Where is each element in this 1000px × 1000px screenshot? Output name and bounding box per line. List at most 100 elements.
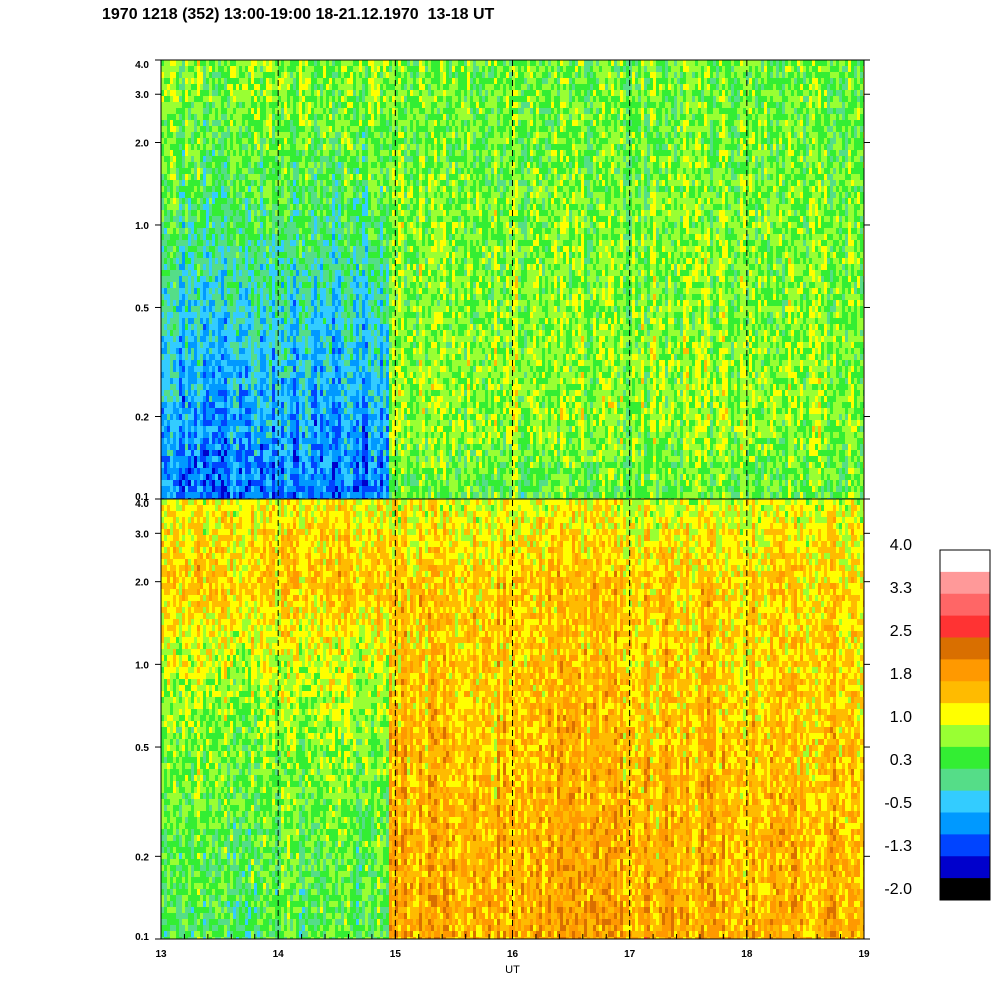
heatmap-cell bbox=[287, 168, 290, 174]
heatmap-cell bbox=[230, 126, 233, 132]
heatmap-cell bbox=[281, 294, 284, 300]
heatmap-cell bbox=[353, 66, 356, 72]
heatmap-cell bbox=[353, 300, 356, 306]
heatmap-cell bbox=[308, 240, 311, 246]
heatmap-cell bbox=[167, 126, 170, 132]
heatmap-cell bbox=[302, 378, 305, 384]
heatmap-cell bbox=[329, 168, 332, 174]
heatmap-cell bbox=[311, 372, 314, 378]
heatmap-cell bbox=[266, 330, 269, 336]
heatmap-cell bbox=[236, 144, 239, 150]
heatmap-cell bbox=[308, 372, 311, 378]
heatmap-cell bbox=[167, 210, 170, 216]
heatmap-cell bbox=[272, 228, 275, 234]
heatmap-cell bbox=[281, 174, 284, 180]
heatmap-cell bbox=[317, 132, 320, 138]
heatmap-cell bbox=[293, 384, 296, 390]
heatmap-cell bbox=[269, 228, 272, 234]
heatmap-cell bbox=[239, 294, 242, 300]
heatmap-cell bbox=[179, 132, 182, 138]
heatmap-cell bbox=[230, 192, 233, 198]
heatmap-cell bbox=[266, 216, 269, 222]
heatmap-cell bbox=[308, 246, 311, 252]
heatmap-cell bbox=[275, 402, 278, 408]
heatmap-cell bbox=[347, 216, 350, 222]
heatmap-cell bbox=[203, 438, 206, 444]
heatmap-cell bbox=[203, 180, 206, 186]
heatmap-cell bbox=[239, 192, 242, 198]
heatmap-cell bbox=[227, 216, 230, 222]
heatmap-cell bbox=[296, 210, 299, 216]
heatmap-cell bbox=[173, 432, 176, 438]
heatmap-cell bbox=[287, 264, 290, 270]
heatmap-cell bbox=[209, 234, 212, 240]
heatmap-cell bbox=[200, 294, 203, 300]
heatmap-cell bbox=[197, 126, 200, 132]
heatmap-cell bbox=[206, 72, 209, 78]
heatmap-cell bbox=[317, 336, 320, 342]
heatmap-cell bbox=[350, 282, 353, 288]
heatmap-cell bbox=[188, 150, 191, 156]
heatmap-cell bbox=[212, 480, 215, 486]
heatmap-cell bbox=[353, 450, 356, 456]
heatmap-cell bbox=[224, 288, 227, 294]
heatmap-cell bbox=[170, 144, 173, 150]
heatmap-cell bbox=[206, 144, 209, 150]
heatmap-cell bbox=[191, 228, 194, 234]
heatmap-cell bbox=[242, 444, 245, 450]
heatmap-cell bbox=[227, 426, 230, 432]
heatmap-cell bbox=[356, 414, 359, 420]
heatmap-cell bbox=[191, 456, 194, 462]
heatmap-cell bbox=[218, 90, 221, 96]
heatmap-cell bbox=[194, 408, 197, 414]
heatmap-cell bbox=[350, 114, 353, 120]
heatmap-cell bbox=[245, 354, 248, 360]
heatmap-cell bbox=[326, 234, 329, 240]
heatmap-cell bbox=[191, 156, 194, 162]
heatmap-cell bbox=[257, 156, 260, 162]
heatmap-cell bbox=[254, 270, 257, 276]
heatmap-cell bbox=[356, 360, 359, 366]
heatmap-cell bbox=[203, 426, 206, 432]
heatmap-cell bbox=[251, 132, 254, 138]
heatmap-cell bbox=[293, 198, 296, 204]
heatmap-cell bbox=[179, 126, 182, 132]
heatmap-cell bbox=[296, 84, 299, 90]
heatmap-cell bbox=[356, 102, 359, 108]
heatmap-cell bbox=[353, 276, 356, 282]
heatmap-cell bbox=[311, 198, 314, 204]
heatmap-cell bbox=[338, 432, 341, 438]
heatmap-cell bbox=[251, 240, 254, 246]
heatmap-cell bbox=[269, 120, 272, 126]
heatmap-cell bbox=[269, 264, 272, 270]
heatmap-cell bbox=[191, 180, 194, 186]
heatmap-cell bbox=[284, 198, 287, 204]
heatmap-cell bbox=[296, 456, 299, 462]
heatmap-cell bbox=[269, 126, 272, 132]
heatmap-cell bbox=[359, 384, 362, 390]
heatmap-cell bbox=[254, 294, 257, 300]
heatmap-cell bbox=[206, 438, 209, 444]
heatmap-cell bbox=[179, 204, 182, 210]
heatmap-cell bbox=[245, 162, 248, 168]
heatmap-cell bbox=[233, 138, 236, 144]
heatmap-cell bbox=[182, 432, 185, 438]
heatmap-cell bbox=[353, 156, 356, 162]
heatmap-cell bbox=[239, 390, 242, 396]
heatmap-cell bbox=[287, 396, 290, 402]
heatmap-cell bbox=[173, 276, 176, 282]
heatmap-cell bbox=[173, 240, 176, 246]
heatmap-cell bbox=[275, 102, 278, 108]
heatmap-cell bbox=[167, 420, 170, 426]
heatmap-cell bbox=[167, 480, 170, 486]
heatmap-cell bbox=[299, 150, 302, 156]
heatmap-cell bbox=[182, 348, 185, 354]
heatmap-cell bbox=[254, 336, 257, 342]
heatmap-cell bbox=[227, 414, 230, 420]
heatmap-cell bbox=[299, 456, 302, 462]
heatmap-cell bbox=[266, 390, 269, 396]
heatmap-cell bbox=[215, 474, 218, 480]
heatmap-cell bbox=[239, 210, 242, 216]
heatmap-cell bbox=[179, 456, 182, 462]
heatmap-cell bbox=[359, 84, 362, 90]
